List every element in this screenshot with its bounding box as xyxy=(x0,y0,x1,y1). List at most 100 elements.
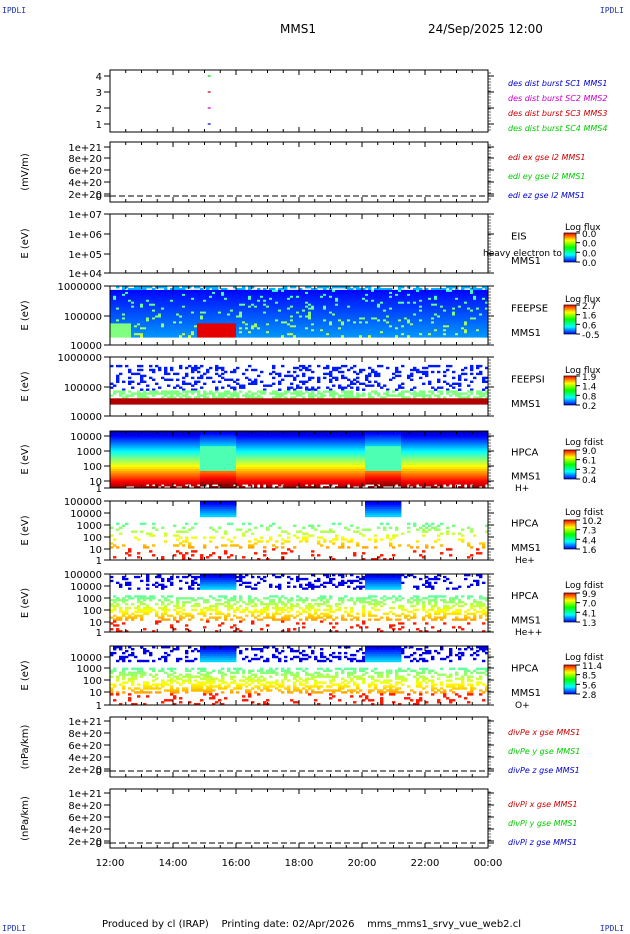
x-tick-label: 12:00 xyxy=(96,858,125,869)
y-axis-label: (nPa/km) xyxy=(20,796,31,841)
date-title: 24/Sep/2025 12:00 xyxy=(428,22,543,36)
colorbar xyxy=(563,519,577,550)
colorbar-tick-label: 1.6 xyxy=(582,546,597,556)
y-tick-label: 0 xyxy=(96,192,102,203)
colorbar-tick-label: 6.1 xyxy=(582,457,596,467)
x-tick-label: 16:00 xyxy=(222,858,251,869)
y-tick-label: 2 xyxy=(96,104,102,115)
colorbar-title: Log flux xyxy=(565,223,601,233)
y-tick-label: 10 xyxy=(89,545,102,556)
colorbar-title: Log fdist xyxy=(565,508,604,518)
y-axis-label: (mV/m) xyxy=(20,153,31,191)
y-axis-label: E (eV) xyxy=(20,371,31,401)
y-axis-label: (nPa/km) xyxy=(20,725,31,770)
y-tick-label: 4e+20 xyxy=(68,753,102,764)
y-tick-label: 6e+20 xyxy=(68,741,102,752)
legend-entry: divPi x gse MMS1 xyxy=(508,800,578,809)
corner-label-top-left: IPDLI xyxy=(2,6,27,15)
y-tick-label: 1e+21 xyxy=(68,143,102,154)
y-tick-label: 1000 xyxy=(77,594,102,605)
colorbar-tick-label: 8.5 xyxy=(582,672,596,682)
y-tick-label: 4 xyxy=(96,72,102,83)
y-tick-label: 0 xyxy=(96,839,102,850)
colorbar-tick-label: 9.9 xyxy=(582,590,597,600)
legend-entry: divPe y gse MMS1 xyxy=(508,747,580,756)
colorbar-tick-label: 1.3 xyxy=(582,619,596,629)
instrument-label: HPCA xyxy=(511,664,539,675)
colorbar-tick-label: 2.8 xyxy=(582,691,597,701)
y-tick-label: 100 xyxy=(83,533,102,544)
colorbar xyxy=(563,449,577,480)
y-tick-label: 100 xyxy=(83,462,102,473)
y-tick-label: 10000 xyxy=(70,432,102,443)
panel-frame-eis xyxy=(109,213,489,274)
y-axis-label: E (eV) xyxy=(20,515,31,545)
species-label: He++ xyxy=(515,628,542,638)
y-tick-label: 10 xyxy=(89,688,102,699)
spectrogram-hpca_he xyxy=(110,501,489,561)
y-tick-label: 1 xyxy=(96,484,102,495)
corner-label-bottom-right: IPDLI xyxy=(599,924,624,933)
colorbar-tick-label: 0.4 xyxy=(582,476,597,486)
y-tick-label: 100 xyxy=(83,676,102,687)
panel-frame-edi xyxy=(109,141,489,203)
legend-entry: edi ey gse l2 MMS1 xyxy=(508,172,586,181)
panel-frame-divpi xyxy=(109,788,489,849)
y-tick-label: 1 xyxy=(96,701,102,712)
y-tick-label: 4e+20 xyxy=(68,178,102,189)
spectrogram-hpca_o xyxy=(110,646,489,706)
x-tick-label: 22:00 xyxy=(411,858,440,869)
y-axis-label: E (eV) xyxy=(20,588,31,618)
species-label: H+ xyxy=(515,484,529,494)
legend-entry: divPe z gse MMS1 xyxy=(508,766,580,775)
y-tick-label: 1e+06 xyxy=(68,230,102,241)
y-tick-label: 8e+20 xyxy=(68,801,102,812)
colorbar-tick-label: 1.6 xyxy=(582,312,597,322)
x-tick-label: 18:00 xyxy=(285,858,314,869)
y-tick-label: 1000000 xyxy=(57,353,102,364)
y-tick-label: 10000 xyxy=(70,509,102,520)
spacecraft-label: MMS1 xyxy=(511,256,541,267)
spacecraft-label: MMS1 xyxy=(511,543,541,554)
colorbar-tick-label: 9.0 xyxy=(582,447,597,457)
spectrogram-feepsi xyxy=(110,364,489,405)
y-tick-label: 2e+20 xyxy=(68,837,102,848)
legend-entry: des dist burst SC1 MMS1 xyxy=(508,79,607,88)
colorbar-tick-label: 0.8 xyxy=(582,392,597,402)
y-tick-label: 6e+20 xyxy=(68,813,102,824)
y-tick-label: 2e+20 xyxy=(68,190,102,201)
y-tick-label: 10000 xyxy=(70,341,102,352)
legend-entry: divPe x gse MMS1 xyxy=(508,728,580,737)
spacecraft-label: MMS1 xyxy=(511,688,541,699)
colorbar-tick-label: 4.4 xyxy=(582,536,597,546)
y-tick-label: 1e+21 xyxy=(68,789,102,800)
y-tick-label: 100000 xyxy=(64,570,102,581)
y-tick-label: 10000 xyxy=(70,412,102,423)
y-tick-label: 3 xyxy=(96,88,102,99)
spectrogram-feepse xyxy=(110,286,489,338)
y-tick-label: 8e+20 xyxy=(68,729,102,740)
footer-credit: Produced by cl (IRAP) Printing date: 02/… xyxy=(102,919,521,930)
colorbar-title: Log flux xyxy=(565,366,601,376)
colorbar xyxy=(563,664,577,695)
colorbar-tick-label: 0.0 xyxy=(582,249,597,259)
colorbar-tick-label: -0.5 xyxy=(582,331,600,341)
y-tick-label: 0 xyxy=(96,767,102,778)
y-tick-label: 1000000 xyxy=(57,282,102,293)
instrument-label: FEEPSI xyxy=(511,375,545,386)
legend-entry: edi ez gse l2 MMS1 xyxy=(508,191,585,200)
colorbar-title: Log fdist xyxy=(565,653,604,663)
panel-frame-divpe xyxy=(109,716,489,778)
y-tick-label: 1000 xyxy=(77,521,102,532)
colorbar-tick-label: 0.0 xyxy=(582,230,597,240)
y-tick-label: 10 xyxy=(89,477,102,488)
y-tick-label: 1e+07 xyxy=(68,210,102,221)
colorbar-tick-label: 1.4 xyxy=(582,383,597,393)
y-axis-label: E (eV) xyxy=(20,444,31,474)
colorbar-title: Log fdist xyxy=(565,581,604,591)
legend-entry: des dist burst SC2 MMS2 xyxy=(508,94,607,103)
x-tick-label: 20:00 xyxy=(348,858,377,869)
overlay-text: heavy electron to xyxy=(483,249,562,259)
y-tick-label: 8e+20 xyxy=(68,154,102,165)
